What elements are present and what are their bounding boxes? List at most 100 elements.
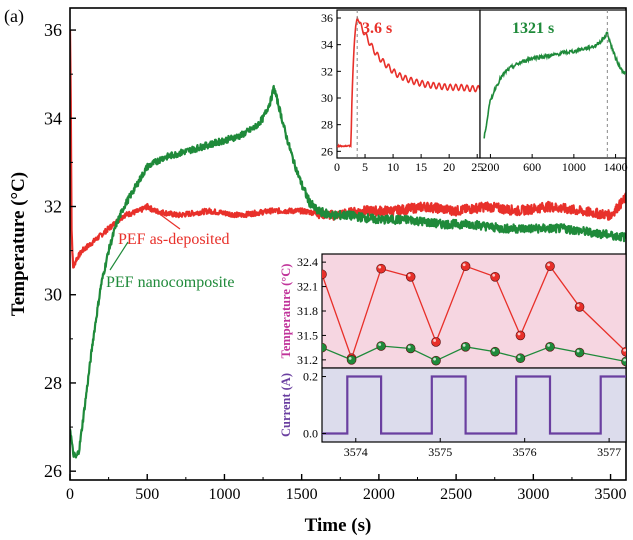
inset_right-frame <box>479 9 627 159</box>
inset-temp-point <box>376 341 386 351</box>
main-series-group <box>70 30 626 459</box>
inset-temp-point <box>322 342 327 353</box>
main-x-tick-label: 1500 <box>286 486 318 503</box>
inset_left-y-tick-label: 32 <box>321 64 333 78</box>
main-y-tick-label: 30 <box>44 285 62 305</box>
inset-temp-point <box>574 347 585 358</box>
inset-temp-series-group <box>322 261 626 367</box>
inset-temp-point <box>515 353 526 364</box>
inset-temp-y-tick-label: 31.2 <box>297 353 318 367</box>
inset-temp-point <box>574 302 585 312</box>
inset-temp-point-highlight <box>433 357 436 361</box>
inset-temp-point <box>545 261 555 272</box>
inset-current-x-tick-label: 3576 <box>513 445 537 459</box>
inset-temp-y-axis-label: Temperature (°C) <box>279 264 293 359</box>
inset-annotation-3-6s: 3.6 s <box>362 20 392 37</box>
inset_left-x-tick-label: 10 <box>387 160 399 174</box>
inset-top: 0 5 10 15 20 25 26 28 30 32 34 36 3.6 s 200 600 1000 140… <box>321 9 628 174</box>
inset-temp-point-highlight <box>492 273 496 277</box>
annotation-pef-nanocomposite: PEF nanocomposite <box>106 274 234 291</box>
inset-temp-point-highlight <box>576 304 580 307</box>
inset-current-x-tick-label: 3577 <box>597 445 621 459</box>
inset-temp-point-highlight <box>492 348 496 352</box>
inset-temp-point-highlight <box>407 345 411 349</box>
inset-current-y-axis-label: Current (A) <box>279 373 293 437</box>
inset-temp-point <box>545 342 555 352</box>
inset_right-line <box>483 31 626 139</box>
inset-temp-point <box>376 263 386 274</box>
main-y-axis-label: Temperature (°C) <box>8 172 29 316</box>
inset-temp-point-highlight <box>547 263 550 267</box>
main-y-tick-label: 36 <box>44 20 62 40</box>
inset-current-line <box>322 375 626 435</box>
inset-temp-point-highlight <box>378 343 382 346</box>
inset_left-y-tick-label: 36 <box>321 11 333 25</box>
inset-temp-point-highlight <box>623 348 626 352</box>
inset-annotation-1321s: 1321 s <box>512 20 554 37</box>
inset-current-y-tick-label: 0.2 <box>303 370 318 384</box>
inset-temp-point-highlight <box>433 339 436 342</box>
inset_left-line <box>337 15 480 149</box>
inset-current-x-tick-label: 3575 <box>428 445 452 459</box>
inset-temp-point <box>346 355 357 365</box>
inset_left-x-tick-label: 25 <box>471 160 483 174</box>
inset_left-y-tick-label: 28 <box>321 118 333 132</box>
inset-current-x-tick-label: 3574 <box>344 445 368 459</box>
main-x-tick-label: 2000 <box>363 486 395 503</box>
annotation-arrow-red <box>145 203 181 230</box>
inset-temp-y-tick-label: 32.4 <box>297 255 318 269</box>
inset-temp-point <box>490 271 500 282</box>
main-y-tick-label: 28 <box>44 373 62 393</box>
inset_left-y-tick-label: 30 <box>321 91 333 105</box>
inset_right-x-tick-label: 600 <box>523 160 541 174</box>
inset-bottom: 31.2 31.5 31.8 32.1 32.4 Temperature (°C) 0.0 0… <box>279 253 627 459</box>
inset_left-x-tick-label: 15 <box>415 160 427 174</box>
inset-current-series-group <box>322 375 626 435</box>
inset-temp-y-tick-label: 32.1 <box>297 280 318 294</box>
inset-temp-point <box>490 346 500 357</box>
inset-temp-point-highlight <box>547 343 550 347</box>
main-x-tick-label: 1000 <box>208 486 240 503</box>
main-y-tick-label: 34 <box>44 108 62 128</box>
main-x-tick-label: 500 <box>135 486 159 503</box>
annotation-pef-as-deposited: PEF as-deposited <box>118 231 230 248</box>
inset-temp-point-highlight <box>462 263 466 267</box>
inset-current-y-tick-label: 0.0 <box>303 426 318 440</box>
inset_right-x-tick-label: 1000 <box>562 160 586 174</box>
main-x-tick-label: 3000 <box>517 486 549 503</box>
inset_right-x-tick-label: 200 <box>481 160 499 174</box>
inset-temp-point-highlight <box>348 356 352 360</box>
inset_right-series-group <box>483 31 626 139</box>
inset-temp-y-tick-label: 31.8 <box>297 304 318 318</box>
main-x-axis-label: Time (s) <box>305 515 372 536</box>
inset_left-x-tick-label: 5 <box>362 160 368 174</box>
inset-temp-point <box>621 346 626 357</box>
main-plot: 0 500 1000 1500 2000 2500 3000 3500262830323436… <box>8 7 627 536</box>
inset-temp-point <box>431 355 441 366</box>
inset-temp-point <box>460 342 471 352</box>
inset-temp-point-highlight <box>517 332 521 336</box>
inset-temp-point-highlight <box>517 355 521 359</box>
inset-temp-point <box>405 343 416 354</box>
main-x-tick-label: 0 <box>66 486 74 503</box>
inset_left-series-group <box>337 15 480 149</box>
inset-temp-point <box>515 330 526 341</box>
inset-temp-point <box>405 271 416 282</box>
inset_left-y-tick-label: 26 <box>321 144 333 158</box>
inset_left-frame <box>336 9 481 159</box>
inset-temp-point-highlight <box>378 265 382 269</box>
main-plot-frame <box>69 7 627 481</box>
inset-temp-point-highlight <box>623 358 626 362</box>
main-x-tick-label: 2500 <box>440 486 472 503</box>
inset-temp-y-tick-label: 31.5 <box>297 328 318 342</box>
inset-temp-point-highlight <box>576 349 580 353</box>
inset_left-x-tick-label: 20 <box>443 160 455 174</box>
inset-temp-point <box>322 269 327 280</box>
annotation-arrow-green <box>109 241 129 271</box>
inset-temp-point-highlight <box>462 343 466 347</box>
inset-temp-point <box>621 356 626 367</box>
inset-temp-point <box>431 337 441 347</box>
inset_left-x-tick-label: 0 <box>334 160 340 174</box>
main-x-tick-label: 3500 <box>595 486 627 503</box>
